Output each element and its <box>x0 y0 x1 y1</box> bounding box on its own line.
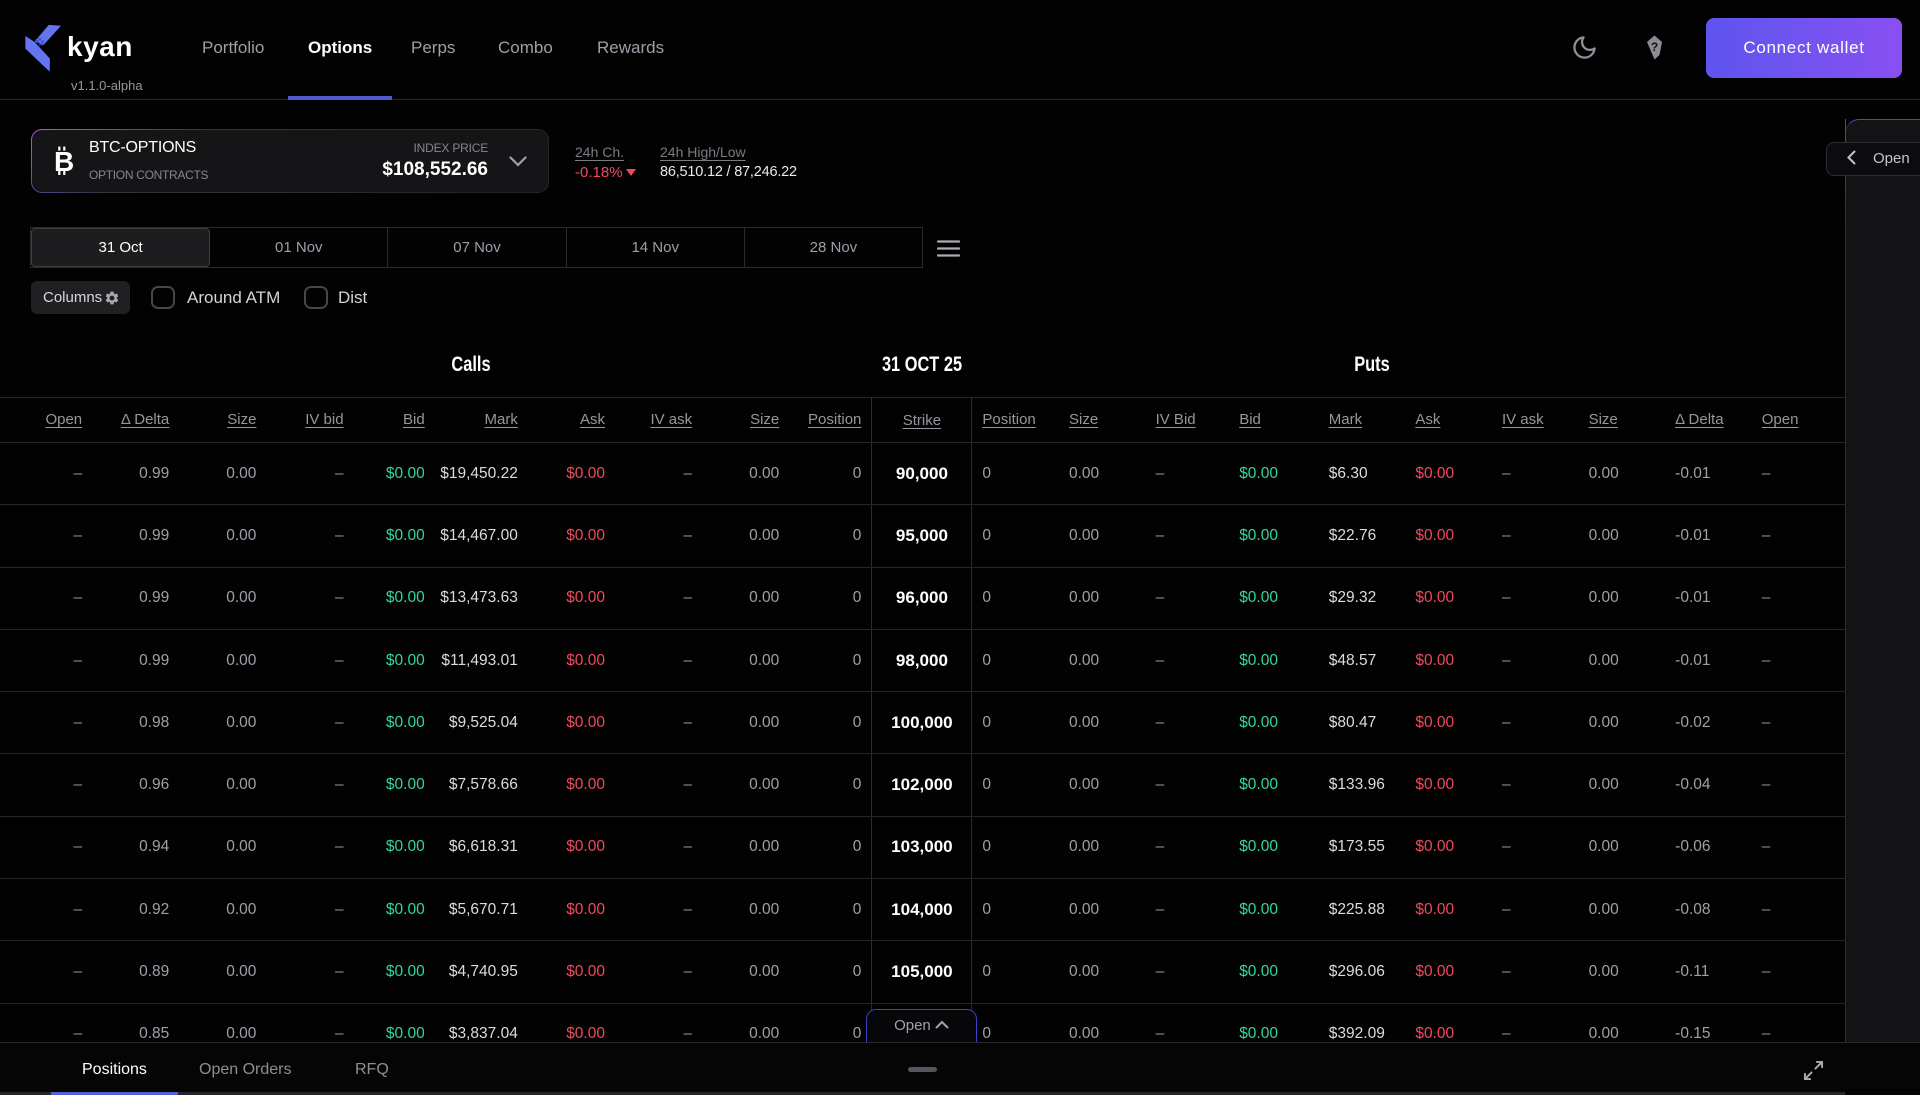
svg-text:B: B <box>54 146 74 177</box>
svg-text:?: ? <box>1651 40 1658 54</box>
